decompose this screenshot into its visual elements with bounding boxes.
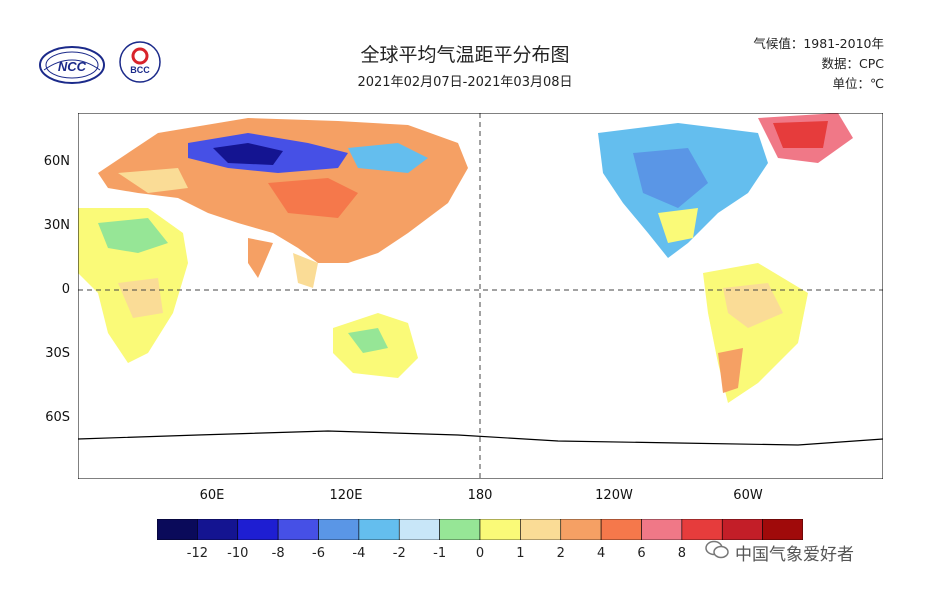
svg-text:NCC: NCC	[58, 59, 87, 74]
xlabel-60w: 60W	[733, 488, 763, 503]
colorbar-label: 4	[596, 546, 606, 561]
colorbar-label: 8	[677, 546, 687, 561]
colorbar-swatch	[560, 519, 602, 540]
colorbar-swatch	[157, 519, 198, 540]
colorbar-label: -8	[271, 546, 285, 561]
colorbar-label: -2	[392, 546, 406, 561]
colorbar-swatch	[237, 519, 279, 540]
colorbar-label: 1	[516, 546, 525, 561]
map-subtitle: 2021年02月07日-2021年03月08日	[357, 75, 573, 90]
india-landmass	[248, 238, 273, 278]
colorbar-label: 6	[637, 546, 646, 561]
antarctica-coast	[78, 430, 883, 446]
map-title: 全球平均气温距平分布图	[360, 44, 570, 66]
xlabel-60e: 60E	[199, 488, 225, 503]
meta-data-source: 数据：CPC	[821, 56, 885, 71]
ylabel-30n: 30N	[43, 218, 70, 233]
colorbar-swatch	[358, 519, 400, 540]
bcc-logo: BCC	[118, 40, 162, 84]
colorbar-swatch	[520, 519, 562, 540]
watermark: 中国气象爱好者	[705, 540, 854, 565]
ncc-logo: NCC	[38, 40, 106, 90]
ylabel-60s: 60S	[45, 410, 70, 425]
xlabel-120e: 120E	[329, 488, 363, 503]
colorbar-swatch	[197, 519, 239, 540]
colorbar-swatch	[398, 519, 440, 540]
ylabel-60n: 60N	[43, 154, 70, 169]
colorbar-label: -1	[433, 546, 447, 561]
colorbar-label: -6	[312, 546, 325, 561]
ylabel-0: 0	[61, 282, 70, 297]
anomaly-map	[78, 113, 883, 479]
colorbar-label: 0	[475, 546, 485, 561]
colorbar-swatch	[439, 519, 481, 540]
colorbar-swatch	[721, 519, 763, 540]
xlabel-120w: 120W	[595, 488, 633, 503]
wechat-icon	[705, 540, 729, 565]
meta-unit: 单位：℃	[832, 76, 884, 91]
meta-climatology: 气候值：1981-2010年	[753, 36, 884, 51]
colorbar-swatch	[277, 519, 319, 540]
colorbar-label: -10	[227, 546, 249, 561]
colorbar-swatch	[681, 519, 723, 540]
svg-text:BCC: BCC	[130, 65, 150, 75]
colorbar-swatch	[600, 519, 642, 540]
colorbar-label: -12	[186, 546, 208, 561]
colorbar-swatch	[641, 519, 683, 540]
colorbar-label: 2	[556, 546, 565, 561]
colorbar-swatch	[479, 519, 521, 540]
watermark-text: 中国气象爱好者	[735, 545, 854, 565]
colorbar-label: -4	[352, 546, 366, 561]
ylabel-30s: 30S	[45, 346, 70, 361]
colorbar-swatch	[762, 519, 803, 540]
colorbar-swatch	[318, 519, 360, 540]
xlabel-180: 180	[467, 488, 493, 503]
colorbar	[157, 519, 803, 540]
